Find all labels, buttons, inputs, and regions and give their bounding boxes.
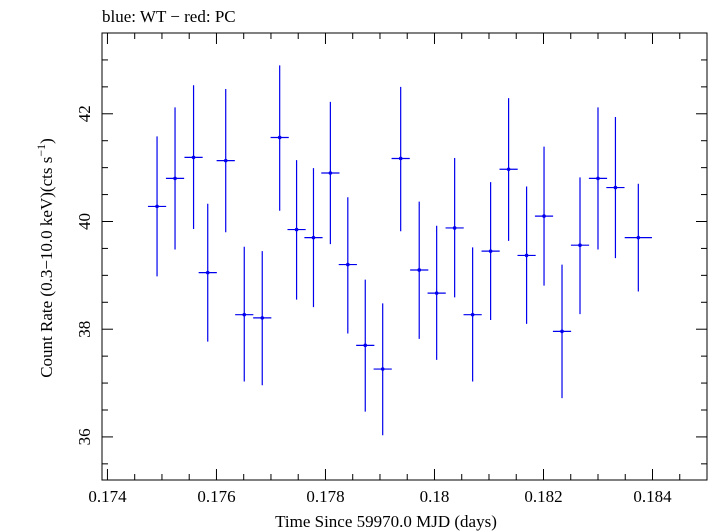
point-marker <box>470 312 475 317</box>
y-axis-label-sup: −1 <box>34 144 48 157</box>
data-point <box>517 186 536 324</box>
data-point <box>534 146 554 286</box>
data-point <box>373 303 392 436</box>
data-point <box>304 168 323 308</box>
point-marker <box>277 135 282 140</box>
data-points <box>147 65 652 436</box>
data-point <box>147 136 167 277</box>
point-marker <box>311 235 316 240</box>
point-marker <box>488 249 493 253</box>
data-point <box>338 197 357 334</box>
data-point <box>356 279 375 412</box>
data-point <box>216 89 235 233</box>
x-tick-label: 0.174 <box>88 487 127 506</box>
data-point <box>552 264 572 399</box>
point-marker <box>294 227 299 232</box>
data-point <box>391 86 410 232</box>
chart-title: blue: WT − red: PC <box>102 7 236 26</box>
x-axis-ticks: 0.174 0.176 0.178 0.18 0.182 0.184 <box>88 33 708 506</box>
point-marker <box>260 316 265 320</box>
y-tick-label: 38 <box>75 321 94 338</box>
data-point <box>287 160 306 300</box>
data-point <box>253 251 272 386</box>
data-point <box>427 225 446 360</box>
data-point <box>624 183 652 292</box>
data-point <box>606 117 625 259</box>
plot-frame <box>101 32 708 481</box>
data-point <box>410 201 429 339</box>
point-marker <box>242 312 247 317</box>
data-point <box>570 177 590 315</box>
point-marker <box>636 235 641 240</box>
point-marker <box>155 204 159 209</box>
data-point <box>499 98 518 241</box>
y-axis-label-main: Count Rate (0.3−10.0 keV)(cts s <box>37 157 56 378</box>
data-point <box>463 247 482 382</box>
point-marker <box>417 268 422 272</box>
point-marker <box>223 158 228 163</box>
y-axis-label: Count Rate (0.3−10.0 keV)(cts s−1) <box>34 138 56 378</box>
point-marker <box>205 270 210 275</box>
data-point <box>321 101 340 245</box>
y-tick-label: 36 <box>75 428 94 445</box>
point-marker <box>434 291 439 295</box>
point-marker <box>380 367 385 371</box>
point-marker <box>173 176 177 181</box>
point-marker <box>398 156 403 161</box>
data-point <box>481 182 500 321</box>
y-tick-label: 40 <box>75 213 94 230</box>
data-point <box>270 65 289 211</box>
x-axis-label: Time Since 59970.0 MJD (days) <box>275 512 497 531</box>
y-axis-ticks: 36 38 40 42 <box>75 32 707 465</box>
point-marker <box>191 155 196 160</box>
data-point <box>235 246 254 382</box>
data-point <box>588 107 608 250</box>
data-point <box>165 107 185 250</box>
point-marker <box>363 343 368 348</box>
point-marker <box>524 253 529 258</box>
x-tick-label: 0.176 <box>197 487 235 506</box>
point-marker <box>560 329 564 334</box>
point-marker <box>578 243 582 247</box>
data-point <box>445 157 464 298</box>
x-tick-label: 0.178 <box>306 487 344 506</box>
x-tick-label: 0.182 <box>524 487 562 506</box>
point-marker <box>346 262 350 267</box>
point-marker <box>452 226 457 230</box>
data-point <box>198 203 217 342</box>
y-axis-label-end: ) <box>37 138 56 144</box>
data-point <box>184 85 203 230</box>
point-marker <box>596 176 600 181</box>
x-tick-label: 0.18 <box>420 487 450 506</box>
point-marker <box>328 171 333 175</box>
y-tick-label: 42 <box>75 105 94 122</box>
x-tick-label: 0.184 <box>633 487 672 506</box>
point-marker <box>542 214 546 218</box>
point-marker <box>506 167 511 172</box>
point-marker <box>613 185 618 190</box>
